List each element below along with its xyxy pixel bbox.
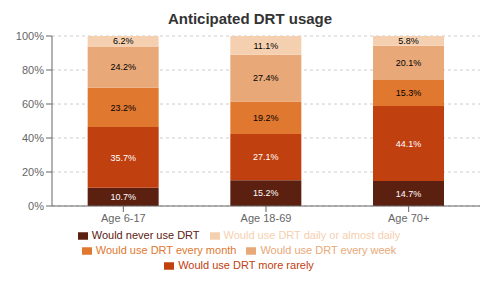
svg-text:15.2%: 15.2% [253,188,279,198]
svg-text:Age 18-69: Age 18-69 [241,212,292,224]
svg-text:27.1%: 27.1% [253,152,279,162]
svg-text:0%: 0% [28,200,44,212]
svg-text:15.3%: 15.3% [396,88,422,98]
html-text:Would use DRT every week: Would use DRT every week [260,244,397,256]
svg-text:20.1%: 20.1% [396,58,422,68]
html-text:Anticipated DRT usage: Anticipated DRT usage [167,10,333,27]
svg-text:10.7%: 10.7% [110,192,136,202]
svg-text:44.1%: 44.1% [396,139,422,149]
svg-text:19.2%: 19.2% [253,113,279,123]
html-text:Would use DRT every month: Would use DRT every month [95,244,237,256]
html-text:Would use DRT more rarely: Would use DRT more rarely [178,259,314,271]
svg-text:23.2%: 23.2% [110,103,136,113]
svg-text:24.2%: 24.2% [110,62,136,72]
svg-text:Age 70+: Age 70+ [388,212,429,224]
svg-text:35.7%: 35.7% [110,153,136,163]
svg-text:11.1%: 11.1% [253,41,278,51]
svg-text:Age 6-17: Age 6-17 [101,212,146,224]
svg-text:100%: 100% [16,30,44,42]
svg-text:6.2%: 6.2% [113,36,134,46]
svg-text:40%: 40% [22,132,44,144]
svg-text:14.7%: 14.7% [396,189,422,199]
html-text:Would use DRT daily or almost: Would use DRT daily or almost daily [223,229,401,241]
svg-text:20%: 20% [22,166,44,178]
svg-text:80%: 80% [22,64,44,76]
svg-text:5.8%: 5.8% [398,36,419,46]
html-text:Would never use DRT: Would never use DRT [91,229,200,241]
svg-text:60%: 60% [22,98,44,110]
svg-text:27.4%: 27.4% [253,73,279,83]
